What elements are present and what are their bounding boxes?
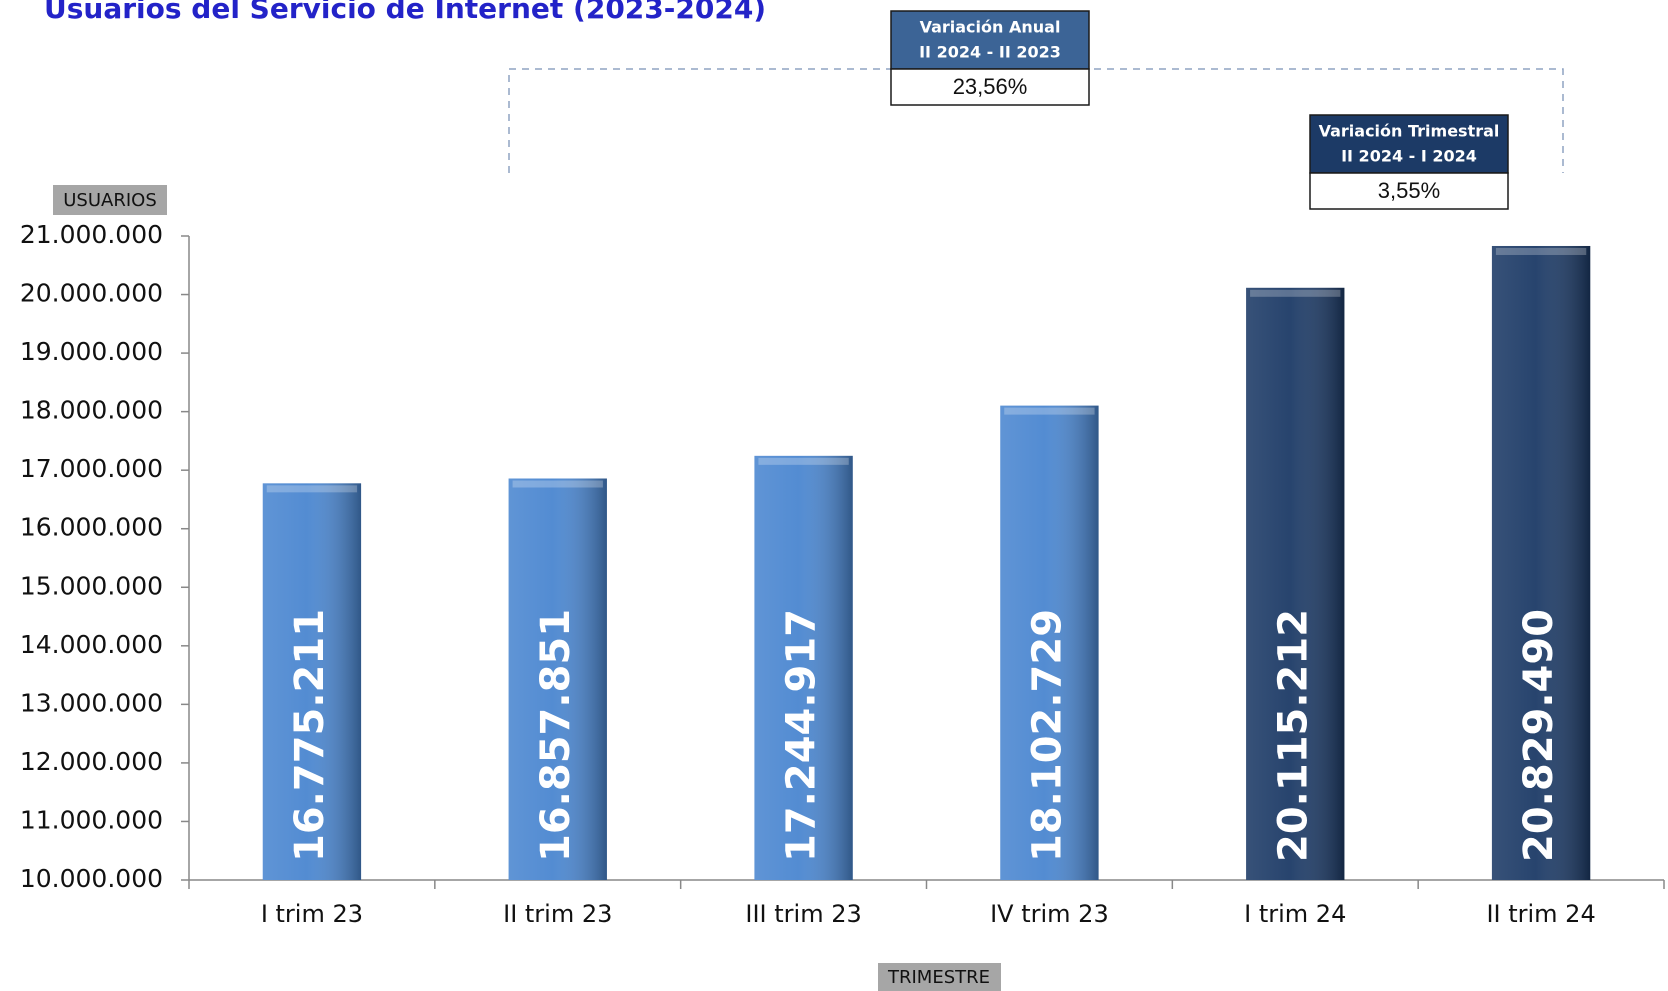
annotation-value-box bbox=[890, 68, 1090, 106]
chart-title: Usuarios del Servicio de Internet (2023-… bbox=[44, 0, 766, 25]
x-tick-label: I trim 24 bbox=[1244, 900, 1346, 928]
bar-cap bbox=[758, 457, 849, 465]
annotation-title: II 2024 - I 2024 bbox=[1341, 147, 1477, 166]
value-label: 17.244.917 bbox=[779, 609, 825, 862]
x-axis-label: TRIMESTRE bbox=[887, 967, 990, 988]
y-tick-label: 11.000.000 bbox=[20, 805, 163, 834]
x-tick-label: I trim 23 bbox=[261, 900, 363, 928]
bar-shade bbox=[754, 455, 853, 880]
bar-shade bbox=[262, 483, 362, 880]
bar-shade bbox=[1246, 287, 1345, 881]
value-label: 16.775.211 bbox=[287, 609, 333, 862]
bar-shade bbox=[508, 478, 607, 880]
y-tick-label: 18.000.000 bbox=[20, 396, 163, 425]
bar-cap bbox=[1495, 247, 1587, 255]
bar-cap bbox=[1004, 407, 1095, 415]
bar-cap bbox=[266, 485, 358, 493]
bar-shade bbox=[1000, 405, 1099, 880]
x-tick-label: IV trim 23 bbox=[990, 900, 1109, 928]
annotation-value: 3,55% bbox=[1378, 178, 1440, 203]
x-tick-label: III trim 23 bbox=[745, 900, 861, 928]
x-tick-label: II trim 24 bbox=[1486, 900, 1595, 928]
x-tick-label: II trim 23 bbox=[503, 900, 612, 928]
y-tick-label: 21.000.000 bbox=[20, 220, 163, 249]
y-label-box bbox=[53, 185, 167, 215]
bar-cap bbox=[1250, 289, 1341, 297]
y-tick-label: 17.000.000 bbox=[20, 454, 163, 483]
value-label: 20.829.490 bbox=[1516, 609, 1562, 862]
y-tick-label: 10.000.000 bbox=[20, 864, 163, 893]
y-tick-label: 14.000.000 bbox=[20, 630, 163, 659]
y-tick-label: 13.000.000 bbox=[20, 688, 163, 717]
annotation-value: 23,56% bbox=[953, 74, 1028, 99]
bar-cap bbox=[512, 480, 603, 488]
y-tick-label: 20.000.000 bbox=[20, 279, 163, 308]
y-tick-label: 15.000.000 bbox=[20, 571, 163, 600]
x-label-box bbox=[878, 963, 1001, 991]
value-label: 16.857.851 bbox=[533, 609, 579, 862]
bar-shade bbox=[1491, 245, 1591, 880]
annotation-title: II 2024 - II 2023 bbox=[919, 43, 1061, 62]
y-tick-label: 16.000.000 bbox=[20, 513, 163, 542]
annotation-title: Variación Trimestral bbox=[1319, 122, 1500, 141]
y-tick-label: 19.000.000 bbox=[20, 337, 163, 366]
y-tick-label: 12.000.000 bbox=[20, 747, 163, 776]
value-label: 18.102.729 bbox=[1024, 609, 1070, 862]
annotation-value-box bbox=[1309, 172, 1509, 210]
annotation-title: Variación Anual bbox=[920, 18, 1061, 37]
y-axis-label: USUARIOS bbox=[63, 190, 157, 211]
value-label: 20.115.212 bbox=[1270, 609, 1316, 862]
